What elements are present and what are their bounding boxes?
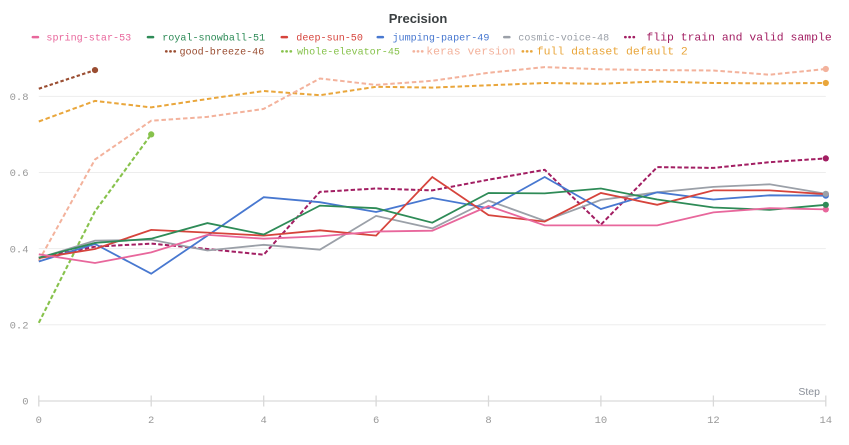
svg-text:14: 14: [819, 415, 832, 427]
svg-text:deep-sun-50: deep-sun-50: [296, 33, 363, 45]
svg-text:Step: Step: [798, 386, 820, 398]
svg-text:0.6: 0.6: [10, 168, 29, 180]
svg-text:flip train and valid sample: flip train and valid sample: [646, 32, 831, 45]
svg-text:0: 0: [36, 415, 42, 427]
svg-text:0: 0: [22, 397, 28, 409]
svg-text:2: 2: [148, 415, 154, 427]
svg-text:spring-star-53: spring-star-53: [46, 33, 131, 45]
svg-text:8: 8: [485, 415, 491, 427]
svg-text:Precision: Precision: [389, 11, 448, 26]
svg-text:0.4: 0.4: [10, 244, 29, 256]
svg-text:royal-snowball-51: royal-snowball-51: [162, 33, 265, 45]
svg-text:10: 10: [595, 415, 608, 427]
svg-text:jumping-paper-49: jumping-paper-49: [393, 33, 490, 45]
svg-text:4: 4: [261, 415, 267, 427]
svg-text:6: 6: [373, 415, 379, 427]
svg-text:keras version: keras version: [426, 46, 515, 59]
svg-text:cosmic-voice-48: cosmic-voice-48: [518, 33, 609, 45]
svg-text:0.2: 0.2: [10, 320, 29, 332]
svg-text:good-breeze-46: good-breeze-46: [180, 47, 265, 59]
svg-text:whole-elevator-45: whole-elevator-45: [297, 47, 400, 59]
svg-text:0.8: 0.8: [10, 92, 29, 104]
svg-text:12: 12: [707, 415, 720, 427]
svg-text:full dataset default 2: full dataset default 2: [537, 46, 688, 59]
